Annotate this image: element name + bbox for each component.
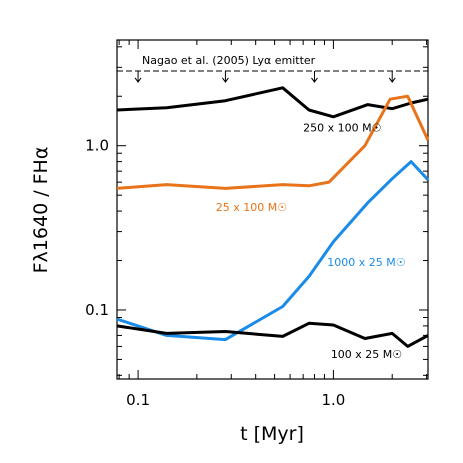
series-line-4 [116, 321, 429, 348]
arrow-head [388, 77, 396, 83]
arrow-head [222, 77, 229, 83]
series-line-1 [116, 86, 429, 119]
plot-frame [116, 39, 429, 380]
x-tick-label: 0.1 [126, 391, 150, 409]
series-label: 1000 x 25 M☉ [327, 256, 405, 269]
y-axis-ticks: 0.1 1.0 [85, 46, 428, 376]
y-axis-title: Fλ1640 / FHα [30, 147, 52, 274]
upper-limit-arrow [311, 70, 318, 83]
y-tick-label: 0.1 [85, 301, 109, 319]
arrow-head [134, 77, 142, 83]
arrow-head [311, 77, 318, 83]
x-tick-label: 1.0 [321, 391, 345, 409]
series-line-3 [116, 160, 430, 342]
upper-limit-arrow [134, 70, 142, 83]
upper-limit-layer: Nagao et al. (2005) Lyα emitter [117, 54, 428, 83]
x-axis-ticks: 0.1 1.0 [118, 40, 428, 409]
upper-limit-arrow [388, 70, 396, 83]
series-label-layer: 250 x 100 M☉ 25 x 100 M☉ 1000 x 25 M☉ 100 x… [216, 122, 406, 361]
series-label: 250 x 100 M☉ [303, 122, 381, 135]
y-tick-label: 1.0 [85, 137, 109, 155]
x-axis-title: t [Myr] [240, 423, 304, 445]
series-line-2 [116, 94, 430, 190]
series-layer [116, 86, 430, 348]
series-label: 100 x 25 M☉ [331, 348, 402, 361]
upper-limit-arrow [222, 70, 229, 83]
upper-limit-label: Nagao et al. (2005) Lyα emitter [142, 54, 316, 67]
series-label: 25 x 100 M☉ [216, 201, 287, 214]
